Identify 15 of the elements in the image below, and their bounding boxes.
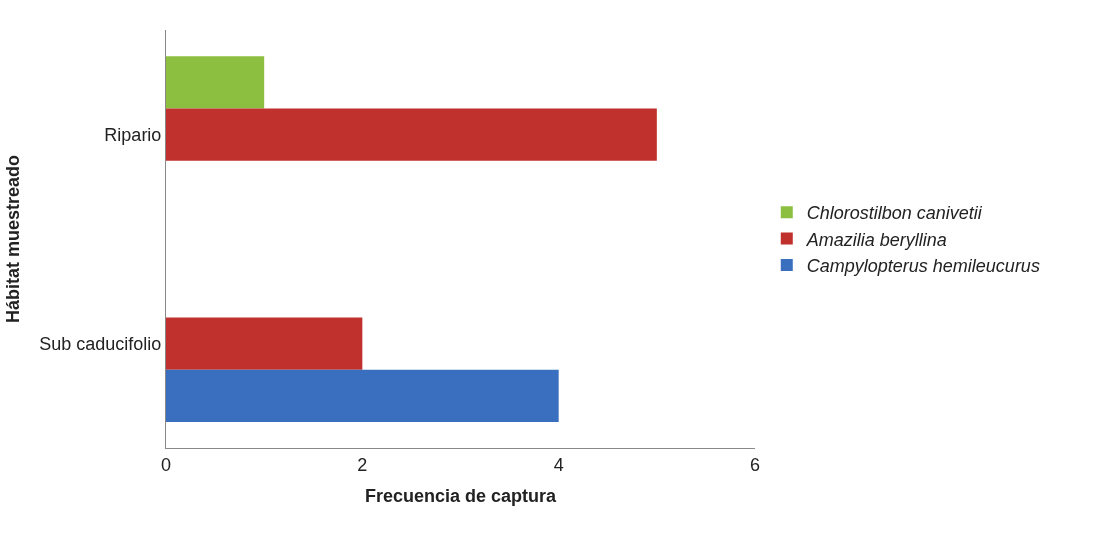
x-tick-label: 4 (553, 454, 564, 475)
y-tick-label: Sub caducifolio (39, 333, 162, 354)
legend-label: Chlorostilbon canivetii (806, 203, 983, 224)
legend-label: Amazilia beryllina (805, 229, 947, 250)
bar (166, 56, 265, 109)
y-tick-label: Ripario (104, 124, 162, 145)
y-axis-title: Hábitat muestreado (2, 154, 23, 324)
bar (166, 369, 559, 422)
bar (166, 108, 657, 161)
bar (166, 317, 363, 370)
x-tick-label: 0 (160, 454, 172, 475)
x-tick-label: 6 (749, 454, 761, 475)
legend-label: Campylopterus hemileucurus (806, 256, 1040, 277)
x-tick-label: 2 (357, 454, 368, 475)
x-axis-title: Frecuencia de captura (364, 485, 558, 506)
